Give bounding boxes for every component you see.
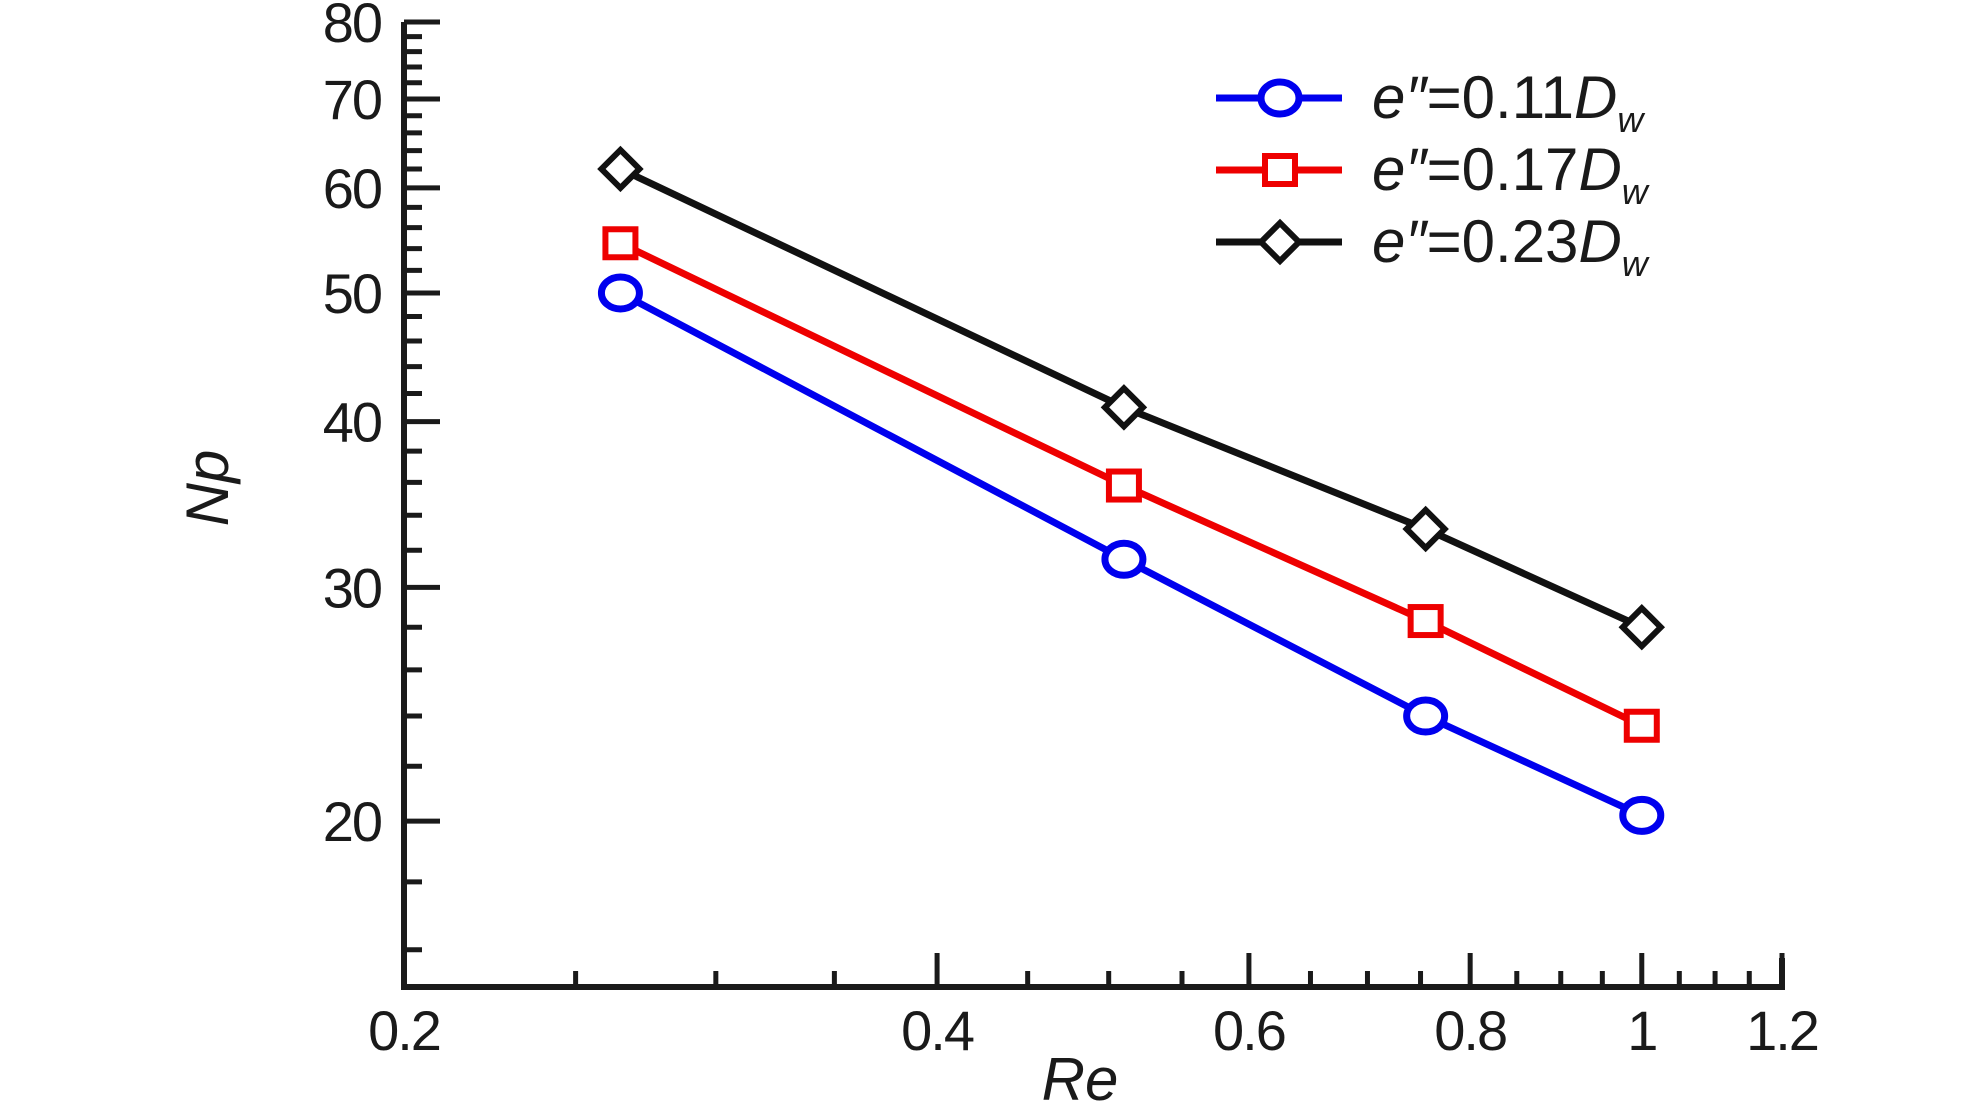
y-tick-label: 60: [323, 157, 381, 220]
data-point: [1618, 603, 1666, 651]
series-line: [618, 289, 1644, 819]
data-point: [1407, 604, 1444, 639]
data-point: [1402, 505, 1449, 553]
y-axis-title: Np: [174, 450, 241, 527]
y-tick-label: 80: [323, 0, 381, 54]
x-tick-label: 1: [1627, 999, 1656, 1062]
y-ticks: 20 30 40 50 60 70 80: [323, 0, 440, 953]
data-point: [1101, 539, 1147, 579]
x-tick-label: 0.2: [368, 999, 440, 1062]
legend-marker: [1256, 218, 1304, 266]
data-point: [602, 226, 639, 261]
legend-marker: [1257, 78, 1303, 118]
data-point: [1623, 708, 1660, 743]
series-2: [602, 226, 1660, 743]
x-axis-title: Re: [1042, 1046, 1119, 1110]
series-line: [618, 240, 1644, 729]
data-point: [1403, 696, 1449, 736]
y-tick-label: 40: [323, 391, 381, 454]
legend-marker: [1262, 153, 1298, 187]
x-ticks: 0.2 0.4 0.6 0.8 1 1.2: [368, 953, 1820, 1062]
y-tick-label: 30: [323, 556, 381, 619]
legend-entry: e″=0.23Dw: [1216, 208, 1650, 284]
series-layer: [597, 145, 1666, 835]
legend-label: e″=0.11Dw: [1372, 64, 1645, 140]
x-tick-label: 1.2: [1746, 999, 1818, 1062]
data-point: [1619, 795, 1665, 835]
data-point: [597, 273, 643, 313]
series-3: [597, 145, 1666, 651]
y-tick-label: 70: [323, 68, 381, 131]
x-tick-label: 0.8: [1434, 999, 1506, 1062]
y-tick-label: 50: [323, 262, 381, 325]
y-tick-label: 20: [323, 790, 381, 853]
data-point: [1100, 384, 1148, 431]
legend-label: e″=0.17Dw: [1372, 136, 1650, 212]
data-point: [1105, 468, 1142, 503]
data-point: [597, 145, 644, 193]
legend-entry: e″=0.17Dw: [1216, 136, 1650, 212]
legend-entry: e″=0.11Dw: [1216, 64, 1645, 140]
x-tick-label: 0.6: [1213, 999, 1285, 1062]
legend-label: e″=0.23Dw: [1372, 208, 1650, 284]
series-line: [618, 165, 1644, 631]
axes: 0.2 0.4 0.6 0.8 1 1.2 20 30 40 50 60 70 80: [323, 0, 1820, 1062]
series-1: [597, 273, 1665, 835]
x-tick-label: 0.4: [901, 999, 974, 1062]
